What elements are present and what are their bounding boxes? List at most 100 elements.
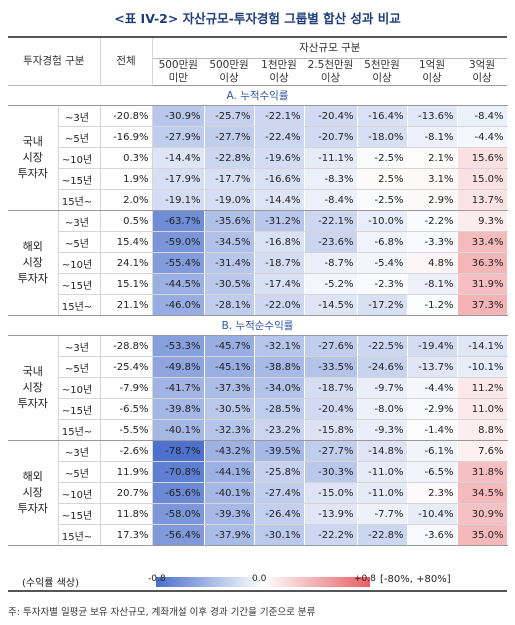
total-value-cell: 24.1% — [100, 252, 153, 274]
value-cell: 36.3% — [457, 252, 508, 274]
total-value-cell: 0.5% — [100, 210, 153, 232]
value-cell: -22.8% — [357, 524, 408, 546]
value-cell: -18.0% — [357, 126, 408, 148]
value-cell: -38.8% — [254, 356, 305, 378]
table-row: ~5년 -16.9% -27.9% -27.7% -22.4% -20.7% -18.0% -… — [8, 126, 508, 148]
total-value-cell: 11.9% — [100, 461, 153, 483]
legend-range: [-80%, +80%] — [380, 574, 451, 585]
value-cell: -32.3% — [204, 419, 255, 441]
value-cell: -8.0% — [357, 398, 408, 420]
header-asset-column: 1천만원 이상 — [254, 58, 304, 86]
value-cell: -1.2% — [407, 294, 458, 316]
value-cell: -37.3% — [204, 377, 255, 399]
value-cell: -31.4% — [204, 252, 255, 274]
experience-label: ~15년 — [58, 273, 101, 295]
total-value-cell: 21.1% — [100, 294, 153, 316]
table-row: ~10년 24.1% -55.4% -31.4% -18.7% -8.7% -5.4% 4.8… — [8, 252, 508, 274]
value-cell: -11.1% — [304, 147, 358, 169]
value-cell: -56.4% — [152, 524, 205, 546]
value-cell: -23.2% — [254, 419, 305, 441]
value-cell: -20.7% — [304, 126, 358, 148]
value-cell: -22.1% — [254, 105, 305, 127]
table-row: ~15년 1.9% -17.9% -17.7% -16.6% -8.3% 2.5% 3.1% 1… — [8, 168, 508, 190]
value-cell: -13.6% — [407, 105, 458, 127]
value-cell: -27.6% — [304, 335, 358, 357]
experience-label: ~3년 — [58, 105, 101, 127]
value-cell: -11.0% — [357, 461, 408, 483]
value-cell: -4.4% — [407, 377, 458, 399]
value-cell: -2.3% — [357, 273, 408, 295]
performance-table: 투자경험 구분 전체 자산규모 구분 500만원 미만 500만원 이상 1천만원 … — [8, 36, 508, 546]
value-cell: -27.7% — [204, 126, 255, 148]
value-cell: -37.9% — [204, 524, 255, 546]
value-cell: -17.7% — [204, 168, 255, 190]
value-cell: -20.4% — [304, 398, 358, 420]
value-cell: -13.7% — [407, 356, 458, 378]
value-cell: -27.4% — [254, 482, 305, 504]
value-cell: -19.4% — [407, 335, 458, 357]
experience-label: ~3년 — [58, 210, 101, 232]
value-cell: -25.7% — [204, 105, 255, 127]
total-value-cell: 15.1% — [100, 273, 153, 295]
experience-label: 15년~ — [58, 419, 101, 441]
value-cell: -22.2% — [304, 524, 358, 546]
experience-label: ~5년 — [58, 231, 101, 253]
value-cell: -31.2% — [254, 210, 305, 232]
value-cell: -30.1% — [254, 524, 305, 546]
value-cell: 2.9% — [407, 189, 458, 211]
value-cell: -18.7% — [304, 377, 358, 399]
total-value-cell: 15.4% — [100, 231, 153, 253]
value-cell: -19.0% — [204, 189, 255, 211]
header-asset-column: 500만원 이상 — [204, 58, 254, 86]
value-cell: 13.7% — [457, 189, 508, 211]
experience-label: ~3년 — [58, 335, 101, 357]
header-asset-column: 2.5천만원 이상 — [304, 58, 357, 86]
value-cell: 7.6% — [457, 440, 508, 462]
value-cell: -26.4% — [254, 503, 305, 525]
value-cell: 11.0% — [457, 398, 508, 420]
total-value-cell: -7.9% — [100, 377, 153, 399]
value-cell: -53.3% — [152, 335, 205, 357]
total-value-cell: -28.8% — [100, 335, 153, 357]
value-cell: -30.9% — [152, 105, 205, 127]
value-cell: -22.1% — [304, 210, 358, 232]
value-cell: -13.9% — [304, 503, 358, 525]
table-row: 해외 시장 투자자 ~3년 -2.6% -78.7% -43.2% -39.5% -27.7… — [8, 440, 508, 546]
value-cell: -45.1% — [204, 356, 255, 378]
value-cell: -20.4% — [304, 105, 358, 127]
value-cell: -8.3% — [304, 168, 358, 190]
value-cell: 2.1% — [407, 147, 458, 169]
experience-label: 15년~ — [58, 294, 101, 316]
value-cell: 31.9% — [457, 273, 508, 295]
header-asset-column: 5천만원 이상 — [357, 58, 407, 86]
value-cell: 33.4% — [457, 231, 508, 253]
value-cell: -65.6% — [152, 482, 205, 504]
value-cell: -8.1% — [407, 126, 458, 148]
value-cell: -33.5% — [304, 356, 358, 378]
value-cell: -10.0% — [357, 210, 408, 232]
value-cell: -2.5% — [357, 147, 408, 169]
table-row: 해외 시장 투자자 ~3년 0.5% -63.7% -35.6% -31.2% -22.1%… — [8, 210, 508, 316]
total-value-cell: 17.3% — [100, 524, 153, 546]
legend-label: (수익률 색상) — [22, 578, 79, 589]
value-cell: -19.1% — [152, 189, 205, 211]
table-row: ~5년 11.9% -70.8% -44.1% -25.8% -30.3% -11.0% -6… — [8, 461, 508, 483]
value-cell: 8.8% — [457, 419, 508, 441]
table-row: ~5년 -25.4% -49.8% -45.1% -38.8% -33.5% -24.6% -… — [8, 356, 508, 378]
experience-label: ~10년 — [58, 252, 101, 274]
value-cell: -45.7% — [204, 335, 255, 357]
value-cell: -9.7% — [357, 377, 408, 399]
experience-label: ~10년 — [58, 147, 101, 169]
value-cell: -27.7% — [304, 440, 358, 462]
experience-label: ~15년 — [58, 168, 101, 190]
total-value-cell: 20.7% — [100, 482, 153, 504]
header-asset-group: 자산규모 구분 — [152, 36, 508, 59]
value-cell: -22.0% — [254, 294, 305, 316]
legend-min: -0.8 — [148, 574, 166, 584]
legend-max: +0.8 — [354, 574, 376, 584]
value-cell: -18.7% — [254, 252, 305, 274]
table-row: ~10년 0.3% -14.4% -22.8% -19.6% -11.1% -2.5% 2.1… — [8, 147, 508, 169]
value-cell: 37.3% — [457, 294, 508, 316]
total-value-cell: 1.9% — [100, 168, 153, 190]
value-cell: -23.6% — [304, 231, 358, 253]
